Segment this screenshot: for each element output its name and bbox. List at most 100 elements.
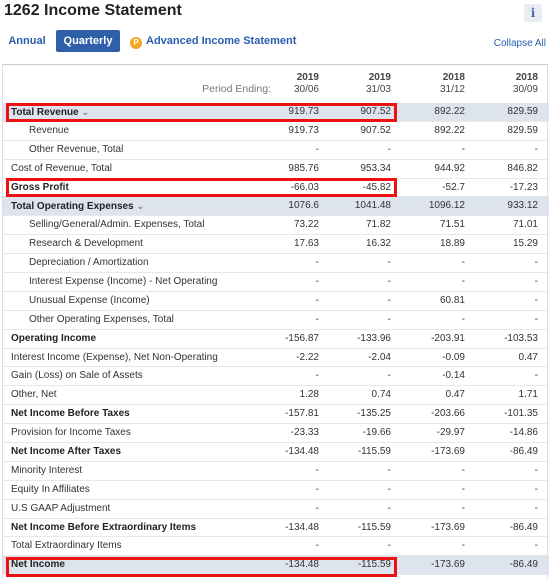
- table-row: Unusual Expense (Income) - - 60.81 -: [3, 292, 549, 311]
- row-value: 0.74: [371, 389, 391, 401]
- row-value: 944.92: [434, 162, 465, 174]
- table-row[interactable]: Total Operating Expenses ⌄ 1076.6 1041.48 10…: [3, 197, 549, 217]
- row-value: 18.89: [439, 238, 465, 250]
- row-label-text: Depreciation / Amortization: [29, 257, 149, 269]
- table-row: Research & Development 17.63 16.32 18.89 15.…: [3, 235, 549, 255]
- tab-annual[interactable]: Annual: [8, 35, 46, 47]
- row-value: 907.52: [360, 124, 391, 136]
- row-value: -: [461, 276, 465, 288]
- row-value: -: [461, 313, 465, 325]
- row-value: -: [315, 540, 319, 552]
- row-label-text: Revenue: [29, 124, 70, 136]
- row-value: -156.87: [285, 332, 319, 344]
- table-row: Equity In Affiliates - - - -: [3, 481, 549, 500]
- row-value: 907.52: [360, 106, 391, 117]
- row-value: -: [461, 483, 465, 495]
- tab-advanced-income-statement[interactable]: P Advanced Income Statement: [130, 30, 300, 52]
- row-value: -173.69: [431, 559, 465, 571]
- table-row: Net Income Before Extraordinary Items -13…: [3, 519, 549, 538]
- tab-quarterly[interactable]: Quarterly: [56, 30, 120, 52]
- row-value: -203.91: [431, 332, 465, 344]
- table-row: Revenue 919.73 907.52 892.22 829.59: [3, 122, 549, 141]
- column-year: 2019: [368, 72, 391, 83]
- row-label: Operating Income: [11, 330, 96, 349]
- row-value: -2.04: [368, 351, 391, 363]
- row-label: Gain (Loss) on Sale of Assets: [11, 367, 143, 386]
- row-value: 953.34: [360, 162, 391, 174]
- row-value: 1096.12: [428, 200, 465, 212]
- row-value: -: [534, 257, 538, 269]
- tab-advanced-label: Advanced Income Statement: [146, 35, 297, 47]
- row-value: -86.49: [509, 446, 538, 458]
- row-value: -: [534, 276, 538, 288]
- row-value: -: [461, 502, 465, 514]
- chevron-down-icon[interactable]: ⌄: [81, 107, 90, 117]
- row-label: Net Income Before Extraordinary Items: [11, 519, 196, 538]
- row-label: Selling/General/Admin. Expenses, Total: [29, 216, 204, 235]
- row-value: 71.82: [365, 219, 391, 231]
- row-label: Total Revenue ⌄: [11, 103, 89, 123]
- row-value: -: [534, 370, 538, 382]
- table-row: Total Extraordinary Items - - - -: [3, 537, 549, 557]
- row-value: -: [534, 540, 538, 552]
- row-value: 73.22: [293, 219, 319, 231]
- table-row[interactable]: Total Revenue ⌄ 919.73 907.52 892.22 829.59: [3, 103, 549, 122]
- row-label-text: Other Revenue, Total: [29, 143, 124, 155]
- row-label-text: Selling/General/Admin. Expenses, Total: [29, 219, 205, 231]
- table-row: Net Income After Taxes -134.48 -115.59 -173…: [3, 443, 549, 462]
- row-label-text: Net Income Before Extraordinary Items: [11, 521, 197, 533]
- row-value: 1.28: [299, 389, 319, 401]
- row-value: -: [461, 464, 465, 476]
- row-label-text: Gross Profit: [11, 181, 69, 193]
- row-label: Minority Interest: [11, 462, 82, 481]
- info-icon[interactable]: i: [524, 4, 542, 22]
- row-value: -: [387, 502, 391, 514]
- table-row: Net Income -134.48 -115.59 -173.69 -86.49: [3, 556, 549, 576]
- row-value: 17.63: [293, 238, 319, 250]
- table-header: Period Ending: 2019 30/06 2019 31/03 2018 3…: [3, 65, 549, 103]
- row-value: -: [315, 483, 319, 495]
- column-year: 2018: [442, 72, 465, 83]
- column-year: 2018: [515, 72, 538, 83]
- row-value: -: [387, 464, 391, 476]
- row-label: Cost of Revenue, Total: [11, 160, 112, 179]
- row-value: -: [387, 294, 391, 306]
- row-value: -: [315, 502, 319, 514]
- row-value: -: [534, 464, 538, 476]
- row-value: -52.7: [442, 181, 465, 193]
- row-value: -133.96: [357, 332, 391, 344]
- row-value: -134.48: [285, 559, 319, 571]
- row-value: 892.22: [434, 106, 465, 117]
- chevron-down-icon[interactable]: ⌄: [136, 201, 145, 212]
- row-label: Research & Development: [29, 235, 143, 254]
- row-value: 919.73: [288, 106, 319, 117]
- row-value: -45.82: [362, 181, 391, 193]
- row-value: 1076.6: [288, 200, 319, 212]
- row-value: -135.25: [357, 408, 391, 420]
- column-date: 30/09: [512, 84, 538, 95]
- row-value: -203.66: [431, 408, 465, 420]
- row-label: Gross Profit: [11, 179, 69, 198]
- column-header: 2018 30/09: [468, 72, 538, 96]
- collapse-all-link[interactable]: Collapse All: [493, 38, 546, 49]
- row-value: -86.49: [509, 559, 538, 571]
- row-value: -23.33: [290, 427, 319, 439]
- row-value: -86.49: [509, 521, 538, 533]
- row-value: -115.59: [357, 559, 391, 571]
- row-value: -: [315, 464, 319, 476]
- row-label: Unusual Expense (Income): [29, 292, 150, 311]
- row-label: Net Income: [11, 556, 65, 575]
- row-value: 15.29: [512, 238, 538, 250]
- row-value: 892.22: [434, 124, 465, 136]
- row-value: -: [534, 294, 538, 306]
- row-value: -134.48: [285, 521, 319, 533]
- row-label-text: Unusual Expense (Income): [29, 294, 150, 306]
- column-header: 2019 31/03: [321, 72, 391, 96]
- row-value: -: [534, 143, 538, 155]
- row-value: 16.32: [365, 238, 391, 250]
- row-label: Total Extraordinary Items: [11, 537, 122, 556]
- row-label-text: Net Income: [11, 559, 65, 571]
- row-label: Interest Expense (Income) - Net Operatin…: [29, 273, 217, 292]
- table-body: Total Revenue ⌄ 919.73 907.52 892.22 829.59 Re…: [3, 103, 549, 576]
- row-value: -115.59: [357, 521, 391, 533]
